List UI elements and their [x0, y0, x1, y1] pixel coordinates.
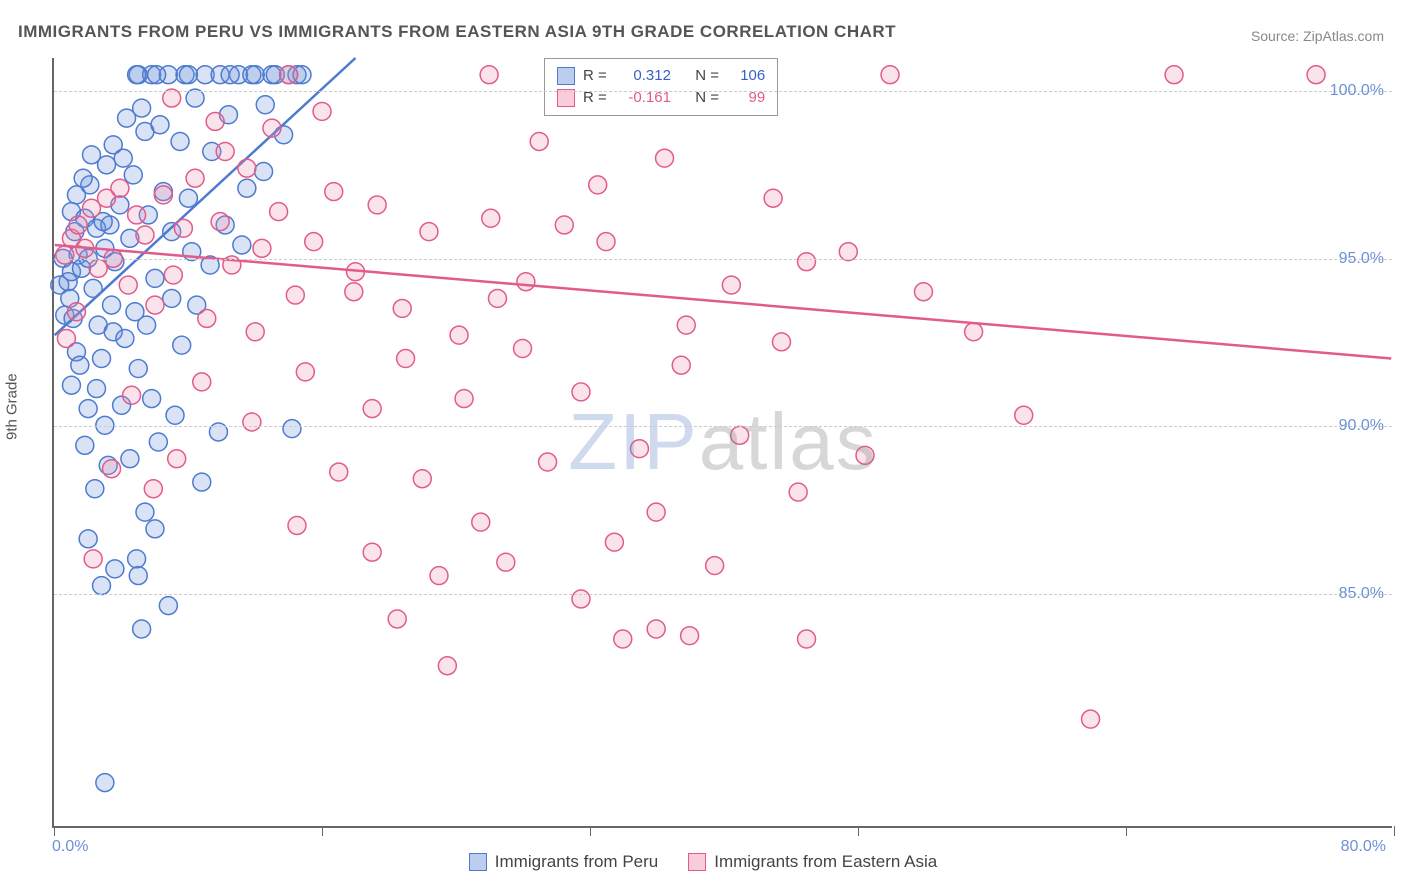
bottom-legend-item-2: Immigrants from Eastern Asia [688, 852, 937, 872]
source-prefix: Source: [1251, 28, 1303, 44]
bottom-legend-label-1: Immigrants from Peru [495, 852, 658, 872]
y-tick-label: 90.0% [1339, 417, 1384, 435]
y-tick-label: 100.0% [1330, 82, 1384, 100]
x-tick [322, 826, 323, 836]
n-label-1b: N = [695, 65, 723, 87]
n-value-1: 106 [731, 65, 765, 87]
r-label-2: R = [583, 87, 611, 109]
x-tick [54, 826, 55, 836]
chart-title: IMMIGRANTS FROM PERU VS IMMIGRANTS FROM … [18, 22, 896, 42]
gridline-h [54, 426, 1392, 427]
x-tick [858, 826, 859, 836]
r-value-2: -0.161 [619, 87, 671, 109]
source-label: Source: ZipAtlas.com [1251, 28, 1384, 44]
x-tick [590, 826, 591, 836]
bottom-legend-item-1: Immigrants from Peru [469, 852, 658, 872]
n-label-2 [679, 87, 687, 109]
gridline-h [54, 91, 1392, 92]
source-link[interactable]: ZipAtlas.com [1303, 28, 1384, 44]
x-tick [1126, 826, 1127, 836]
chart-plot-area: R = 0.312 N = 106 R = -0.161 N = 99 ZIPa… [52, 58, 1392, 828]
stats-legend-box: R = 0.312 N = 106 R = -0.161 N = 99 [544, 58, 778, 116]
bottom-legend: Immigrants from Peru Immigrants from Eas… [0, 852, 1406, 872]
scatter-svg [54, 58, 1392, 826]
bottom-swatch-2 [688, 853, 706, 871]
n-label-1 [679, 65, 687, 87]
r-label-1: R = [583, 65, 611, 87]
bottom-legend-label-2: Immigrants from Eastern Asia [714, 852, 937, 872]
n-label-2b: N = [695, 87, 723, 109]
bottom-swatch-1 [469, 853, 487, 871]
swatch-series1 [557, 67, 575, 85]
stats-row-series2: R = -0.161 N = 99 [557, 87, 765, 109]
gridline-h [54, 259, 1392, 260]
y-tick-label: 95.0% [1339, 250, 1384, 268]
y-axis-title: 9th Grade [4, 373, 21, 440]
r-value-1: 0.312 [619, 65, 671, 87]
x-tick [1394, 826, 1395, 836]
stats-row-series1: R = 0.312 N = 106 [557, 65, 765, 87]
y-tick-label: 85.0% [1339, 585, 1384, 603]
n-value-2: 99 [731, 87, 765, 109]
gridline-h [54, 594, 1392, 595]
